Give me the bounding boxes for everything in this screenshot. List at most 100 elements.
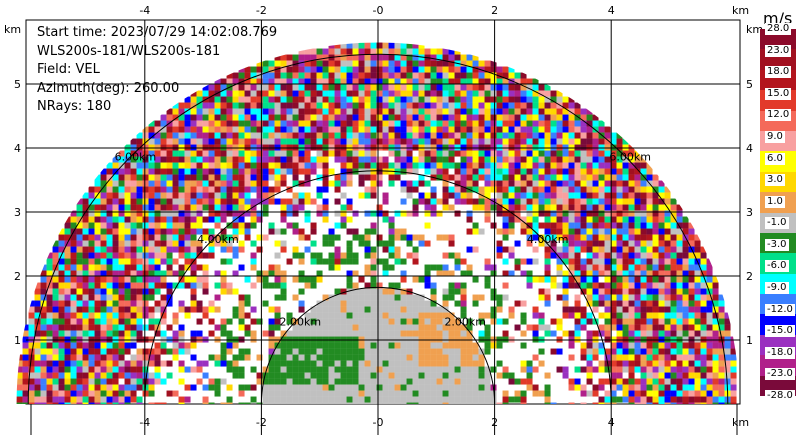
velocity-pixel [310, 60, 317, 67]
velocity-pixel [388, 180, 395, 187]
velocity-pixel [286, 198, 293, 205]
velocity-pixel [178, 192, 185, 199]
velocity-pixel [292, 90, 299, 97]
velocity-pixel [616, 186, 623, 193]
velocity-pixel [268, 192, 275, 199]
velocity-pixel [154, 126, 161, 133]
velocity-pixel [496, 240, 503, 247]
velocity-pixel [346, 54, 353, 61]
velocity-pixel [322, 390, 329, 397]
velocity-pixel [448, 120, 455, 127]
velocity-pixel [82, 228, 89, 235]
velocity-pixel [286, 60, 293, 67]
velocity-pixel [610, 378, 617, 385]
velocity-pixel [172, 132, 179, 139]
velocity-pixel [634, 288, 641, 295]
velocity-pixel [526, 258, 533, 265]
velocity-pixel [298, 258, 305, 265]
velocity-pixel [580, 162, 587, 169]
velocity-pixel [172, 156, 179, 163]
velocity-pixel [370, 342, 377, 349]
velocity-pixel [112, 282, 119, 289]
velocity-pixel [556, 216, 563, 223]
velocity-pixel [394, 138, 401, 145]
velocity-pixel [232, 372, 239, 379]
velocity-pixel [256, 210, 263, 217]
velocity-pixel [574, 306, 581, 313]
velocity-pixel [160, 258, 167, 265]
velocity-pixel [484, 312, 491, 319]
velocity-pixel [448, 378, 455, 385]
velocity-pixel [136, 162, 143, 169]
velocity-pixel [268, 84, 275, 91]
velocity-pixel [562, 198, 569, 205]
velocity-pixel [532, 162, 539, 169]
velocity-pixel [256, 168, 263, 175]
velocity-pixel [550, 216, 557, 223]
velocity-pixel [382, 156, 389, 163]
velocity-pixel [502, 396, 509, 403]
velocity-pixel [418, 348, 425, 355]
velocity-pixel [604, 378, 611, 385]
velocity-pixel [310, 48, 317, 55]
velocity-pixel [520, 186, 527, 193]
velocity-pixel [616, 246, 623, 253]
velocity-pixel [568, 138, 575, 145]
velocity-pixel [532, 204, 539, 211]
velocity-pixel [148, 402, 155, 404]
velocity-pixel [70, 312, 77, 319]
velocity-pixel [100, 378, 107, 385]
velocity-pixel [154, 222, 161, 229]
velocity-pixel [76, 198, 83, 205]
velocity-pixel [652, 282, 659, 289]
velocity-pixel [592, 180, 599, 187]
velocity-pixel [250, 198, 257, 205]
velocity-pixel [118, 180, 125, 187]
velocity-pixel [52, 342, 59, 349]
velocity-pixel [400, 114, 407, 121]
velocity-pixel [328, 84, 335, 91]
velocity-pixel [370, 114, 377, 121]
velocity-pixel [526, 372, 533, 379]
velocity-pixel [370, 306, 377, 313]
velocity-pixel [340, 168, 347, 175]
velocity-pixel [370, 174, 377, 181]
velocity-pixel [136, 222, 143, 229]
velocity-pixel [208, 180, 215, 187]
velocity-pixel [394, 108, 401, 115]
velocity-pixel [64, 276, 71, 283]
velocity-pixel [52, 258, 59, 265]
velocity-pixel [52, 318, 59, 325]
velocity-pixel [346, 270, 353, 277]
velocity-pixel [520, 216, 527, 223]
velocity-pixel [532, 312, 539, 319]
velocity-pixel [142, 348, 149, 355]
velocity-pixel [406, 312, 413, 319]
velocity-pixel [586, 258, 593, 265]
velocity-pixel [244, 192, 251, 199]
velocity-pixel [352, 90, 359, 97]
velocity-pixel [196, 306, 203, 313]
velocity-pixel [280, 120, 287, 127]
velocity-pixel [142, 372, 149, 379]
velocity-pixel [100, 168, 107, 175]
velocity-pixel [340, 120, 347, 127]
velocity-pixel [166, 174, 173, 181]
velocity-pixel [226, 150, 233, 157]
velocity-pixel [484, 102, 491, 109]
velocity-pixel [448, 84, 455, 91]
velocity-pixel [442, 78, 449, 85]
velocity-pixel [586, 264, 593, 271]
velocity-pixel [568, 354, 575, 361]
velocity-pixel [538, 318, 545, 325]
velocity-pixel [454, 102, 461, 109]
velocity-pixel [238, 240, 245, 247]
velocity-pixel [412, 54, 419, 61]
velocity-pixel [172, 102, 179, 109]
velocity-pixel [610, 210, 617, 217]
velocity-pixel [238, 324, 245, 331]
velocity-pixel [352, 72, 359, 79]
velocity-pixel [208, 204, 215, 211]
velocity-pixel [544, 126, 551, 133]
velocity-pixel [364, 174, 371, 181]
